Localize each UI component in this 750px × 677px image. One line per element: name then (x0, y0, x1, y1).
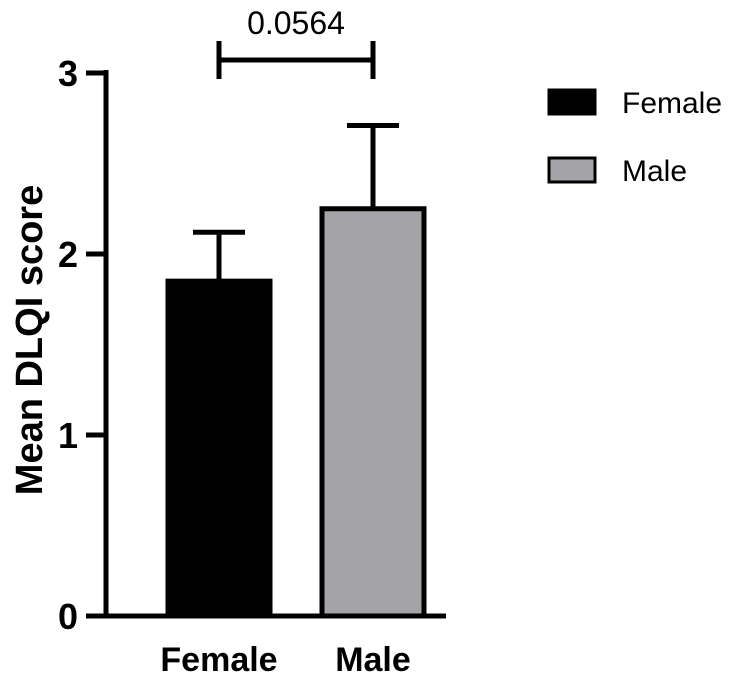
x-category-label: Female (160, 641, 277, 677)
legend-swatch-male (547, 156, 597, 184)
significance-bracket: 0.0564 (216, 5, 376, 79)
y-tick-label: 2 (58, 234, 78, 275)
x-category-label: Male (335, 641, 411, 677)
y-axis-label: Mean DLQI score (9, 185, 51, 495)
y-tick-label: 3 (58, 53, 78, 94)
bar-male (319, 206, 427, 619)
legend: Female Male (547, 87, 722, 188)
p-value-label: 0.0564 (247, 5, 345, 41)
legend-label-male: Male (622, 155, 687, 188)
legend-label-female: Female (622, 87, 722, 120)
legend-swatch-female (547, 88, 597, 116)
bar-female (165, 278, 273, 619)
y-tick-label: 0 (58, 596, 78, 637)
y-tick-label: 1 (58, 415, 78, 456)
